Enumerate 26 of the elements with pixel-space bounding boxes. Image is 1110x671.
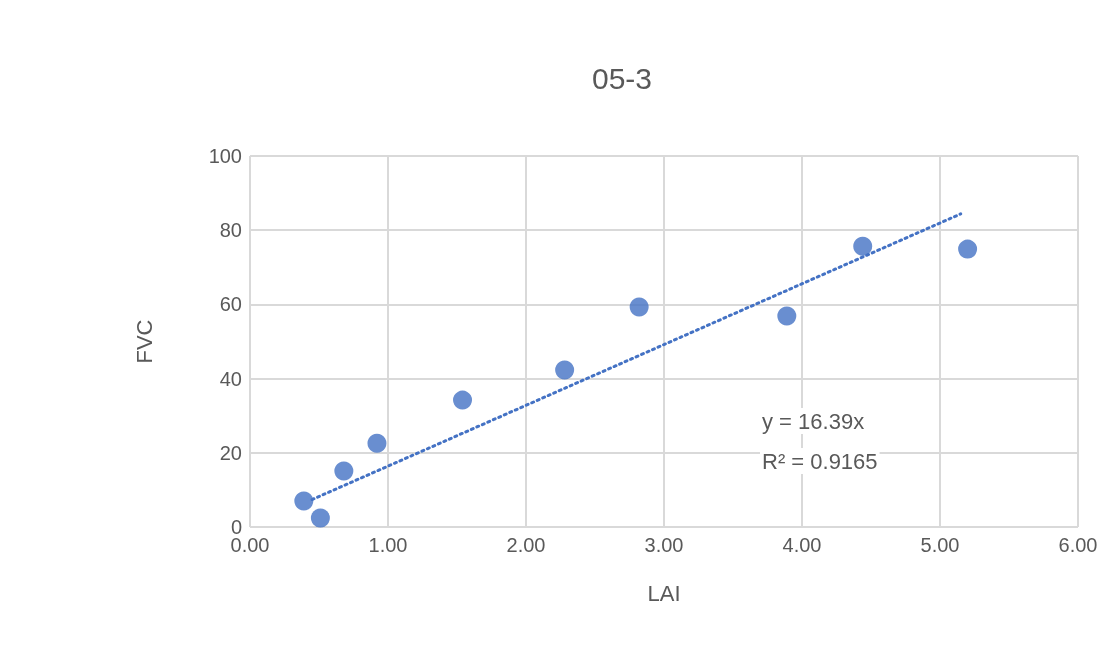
y-axis-title: FVC xyxy=(131,319,157,364)
point xyxy=(334,461,354,481)
point xyxy=(453,390,473,410)
point xyxy=(294,491,314,511)
point xyxy=(555,360,575,380)
annotation: y = 16.39x xyxy=(762,408,865,434)
point xyxy=(853,236,873,256)
point xyxy=(958,239,978,259)
y-tick-label: 60 xyxy=(219,293,242,316)
y-tick-label: 40 xyxy=(219,367,242,390)
x-tick-label: 4.00 xyxy=(782,534,822,556)
point xyxy=(367,433,387,453)
x-tick-label: 1.00 xyxy=(368,534,408,556)
point xyxy=(629,297,649,317)
y-tick-label: 20 xyxy=(219,441,242,464)
point xyxy=(777,306,797,326)
annotation: R² = 0.9165 xyxy=(762,448,878,474)
x-tick-label: 3.00 xyxy=(644,534,684,556)
y-tick-label: 100 xyxy=(208,145,242,167)
x-axis-title: LAI xyxy=(647,580,681,606)
x-tick-label: 2.00 xyxy=(506,534,546,556)
y-tick-label: 80 xyxy=(219,219,242,242)
chart-title: 05-3 xyxy=(591,61,653,95)
x-tick-label: 6.00 xyxy=(1058,534,1098,556)
point xyxy=(310,508,330,528)
x-tick-label: 5.00 xyxy=(920,534,960,556)
